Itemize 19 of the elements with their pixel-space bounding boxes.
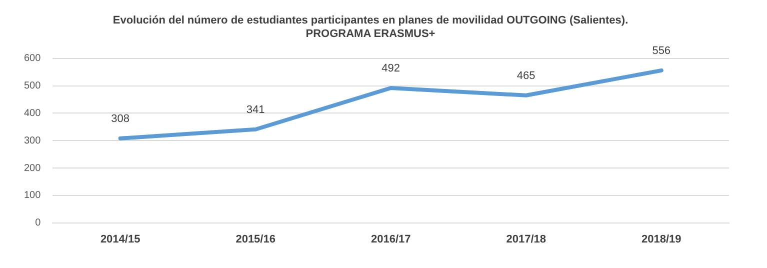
text: Evolución del número de estudiantes participantes en planes de movilidad OUTGOING (Salientes). [112,14,628,27]
data-label: 556 [652,44,671,57]
y-tick-label: 300 [24,135,42,146]
data-label: 492 [382,62,400,75]
y-tick-label: 100 [24,190,42,202]
data-label: 308 [111,112,130,125]
y-tick-label: 600 [24,53,42,64]
x-tick-label: 2015/16 [236,233,276,246]
x-tick-label: 2014/15 [100,233,140,246]
y-tick-label: 0 [35,218,42,229]
x-tick-label: 2017/18 [506,233,546,246]
x-tick-label: 2018/19 [641,233,682,246]
text: PROGRAMA ERASMUS+ [306,28,436,40]
y-tick-label: 500 [24,80,42,92]
data-label: 465 [516,70,536,82]
data-label: 341 [246,104,265,116]
y-tick-label: 200 [24,162,42,174]
y-tick-label: 400 [24,108,42,119]
x-tick-label: 2016/17 [370,233,411,246]
